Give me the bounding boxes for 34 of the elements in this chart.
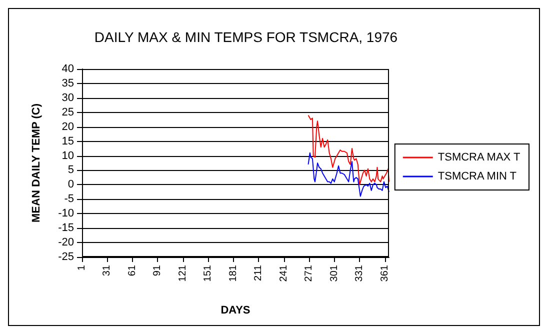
y-tick-label: -25 — [58, 251, 74, 263]
y-tick-label: 20 — [62, 120, 74, 133]
y-tick-label: -5 — [64, 193, 74, 206]
legend-label: TSMCRA MAX T — [438, 152, 520, 164]
y-tick-label: 25 — [62, 106, 74, 118]
y-tick-label: 0 — [68, 178, 74, 191]
x-tick-label: 301 — [328, 264, 340, 282]
x-tick-label: 1 — [76, 264, 88, 271]
y-tick-label: -10 — [58, 208, 74, 220]
x-tick-label: 151 — [202, 264, 214, 282]
y-tick-label: 30 — [62, 92, 74, 104]
y-tick-label: -15 — [58, 222, 74, 234]
x-tick-label: 121 — [177, 264, 188, 282]
x-tick-label: 241 — [278, 264, 290, 282]
y-tick-label: 10 — [62, 150, 74, 162]
line-series — [308, 114, 390, 186]
x-tick-label: 331 — [354, 264, 366, 282]
x-tick-label: 91 — [152, 264, 164, 276]
y-tick-label: 15 — [62, 135, 74, 148]
x-tick-label: 271 — [304, 264, 315, 282]
y-tick-label: -20 — [58, 236, 74, 249]
y-tick-label: 5 — [68, 164, 74, 176]
line-series — [308, 152, 390, 197]
x-tick-label: 61 — [126, 264, 138, 276]
y-tick-label: 35 — [62, 77, 74, 90]
legend-label: TSMCRA MIN T — [438, 170, 517, 182]
x-axis-title: DAYS — [220, 304, 250, 316]
x-tick-label: 181 — [228, 264, 239, 282]
x-tick-label: 31 — [102, 264, 113, 276]
x-tick-label: 211 — [253, 264, 264, 281]
chart-title: DAILY MAX & MIN TEMPS FOR TSMCRA, 1976 — [94, 29, 398, 45]
x-tick-label: 361 — [379, 264, 390, 282]
y-axis-title: MEAN DAILY TEMP (C) — [30, 103, 42, 222]
y-tick-label: 40 — [62, 63, 74, 75]
